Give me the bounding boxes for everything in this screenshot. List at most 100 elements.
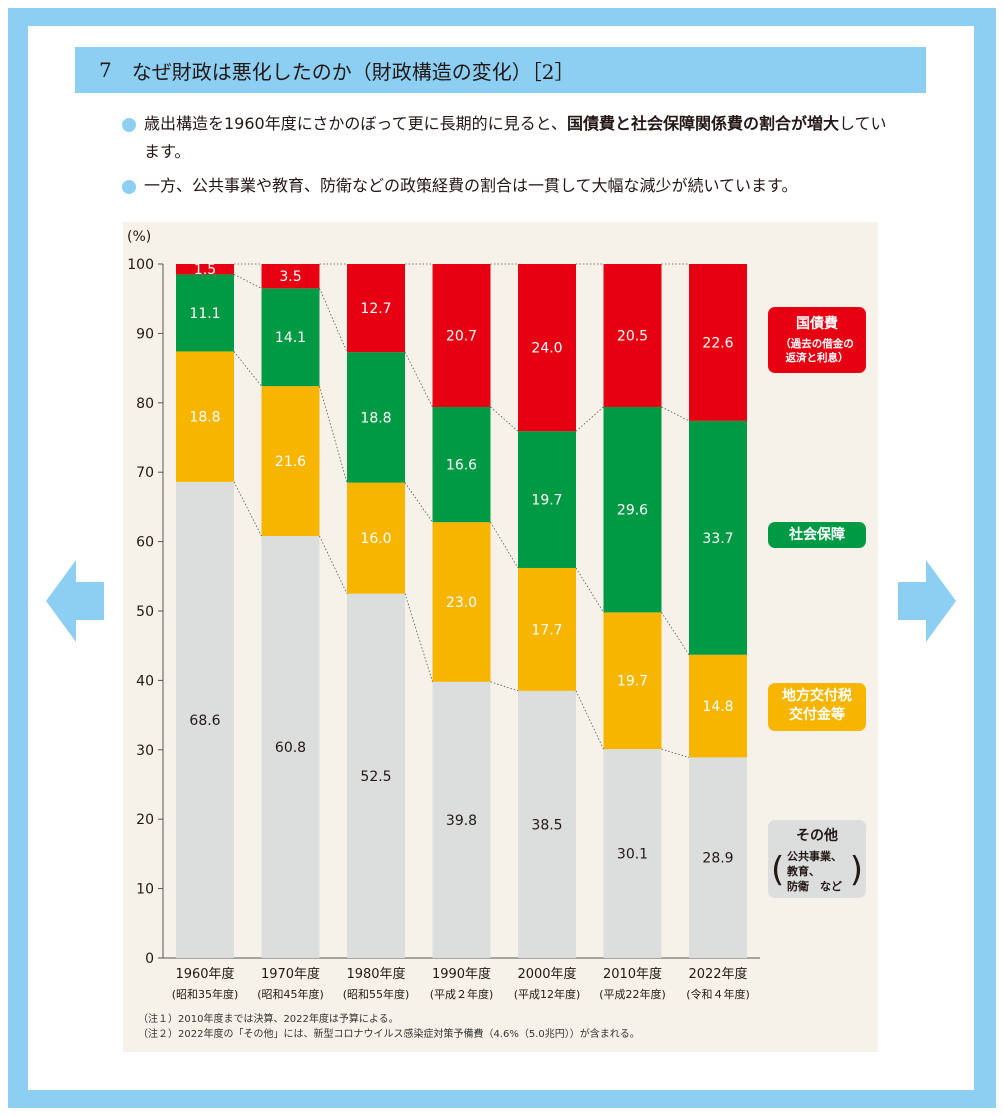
bar-segment: [261, 536, 320, 958]
title-text: なぜ財政は悪化したのか（財政構造の変化）［2］: [131, 59, 575, 84]
footnote-2: （注２）2022年度の「その他」には、新型コロナウイルス感染症対策予備費（4.6…: [138, 1029, 640, 1040]
data-label: 30.1: [617, 847, 648, 863]
bar-segment: [603, 264, 662, 407]
data-label: 29.6: [617, 503, 648, 519]
connector-line: [575, 406, 604, 432]
y-tick-label: 70: [136, 465, 154, 481]
data-label: 14.1: [275, 330, 306, 346]
bar-segment: [432, 264, 491, 407]
connector-line: [575, 690, 604, 750]
data-label: 19.7: [617, 674, 648, 690]
x-tick-label: 1990年度: [432, 966, 491, 982]
data-label: 33.7: [702, 531, 733, 547]
y-tick-label: 20: [136, 812, 154, 828]
title-number: 7: [99, 58, 112, 82]
connector-line: [319, 386, 348, 483]
connector-line: [575, 567, 604, 613]
previous-arrow-icon[interactable]: [46, 560, 104, 642]
x-tick-label: 2010年度: [603, 966, 662, 982]
data-label: 60.8: [275, 740, 306, 756]
y-axis-unit-label: (%): [127, 229, 151, 245]
x-tick-sublabel: (昭和55年度): [343, 987, 410, 1001]
bullet-text: 一方、公共事業や教育、防衛などの政策経費の割合は一貫して大幅な減少が続いています…: [144, 176, 798, 195]
bar-segment: [518, 567, 576, 691]
data-label: 18.8: [360, 410, 391, 426]
connector-line: [233, 274, 262, 289]
bullet-item: 一方、公共事業や教育、防衛などの政策経費の割合は一貫して大幅な減少が続いています…: [122, 172, 902, 200]
footnotes: （注１）2010年度までは決算、2022年度は予算による。 （注２）2022年度…: [138, 1012, 640, 1042]
bar-segment: [518, 264, 576, 432]
legend-other-sub1: 公共事業、: [787, 850, 842, 863]
bar-segment: [347, 593, 405, 958]
legend-local-line2: 交付金等: [789, 707, 845, 723]
data-label: 38.5: [531, 817, 562, 833]
page-title: 7 なぜ財政は悪化したのか（財政構造の変化）［2］: [75, 47, 926, 93]
legend-social-security: 社会保障: [768, 522, 866, 548]
next-arrow-icon[interactable]: [898, 560, 956, 642]
bar-segment: [518, 431, 576, 568]
data-label: 39.8: [446, 813, 477, 829]
x-tick-sublabel: (昭和45年度): [257, 987, 324, 1001]
connector-line: [490, 406, 519, 432]
bullet-dot-icon: [122, 180, 136, 194]
bullet-item: 歳出構造を1960年度にさかのぼって更に長期的に見ると、国債費と社会保障関係費の…: [122, 110, 902, 166]
bullet-text: しています。: [144, 114, 887, 161]
connector-line: [490, 521, 519, 569]
data-label: 14.8: [702, 699, 733, 715]
legend-debt-sub1: （過去の借金の: [780, 338, 854, 350]
y-tick-label: 80: [136, 396, 154, 412]
bar-segment: [432, 522, 491, 682]
legend-other-sub2: 教育、: [787, 865, 820, 878]
bar-segment: [347, 264, 405, 353]
bar-segment: [261, 386, 320, 537]
bar-segment: [176, 481, 234, 958]
connector-line: [661, 406, 690, 422]
data-label: 1.5: [194, 262, 216, 278]
x-tick-label: 1980年度: [346, 966, 405, 982]
legend-local-line1: 地方交付税: [782, 688, 852, 704]
summary-bullets: 歳出構造を1960年度にさかのぼって更に長期的に見ると、国債費と社会保障関係費の…: [122, 110, 902, 206]
bar-segment: [347, 482, 405, 594]
data-label: 12.7: [360, 301, 391, 317]
x-tick-sublabel: (平成12年度): [514, 987, 581, 1001]
connector-line: [661, 748, 690, 758]
data-label: 18.8: [189, 410, 220, 426]
bullet-dot-icon: [122, 118, 136, 132]
x-tick-sublabel: (昭和35年度): [172, 987, 239, 1001]
left-bracket-icon: (: [771, 850, 785, 890]
data-label: 24.0: [531, 341, 562, 357]
x-tick-sublabel: (平成22年度): [599, 987, 666, 1001]
x-tick-sublabel: (令和４年度): [686, 987, 750, 1001]
connector-line: [404, 482, 433, 523]
legend-local-allocation: 地方交付税 交付金等: [768, 683, 866, 731]
connector-line: [233, 481, 262, 537]
bar-segment: [176, 274, 234, 352]
legend-debt-sub2: 返済と利息）: [785, 352, 849, 364]
bar-segment: [689, 420, 747, 655]
connector-line: [319, 535, 348, 594]
right-bracket-icon: ): [849, 850, 863, 890]
connector-line: [404, 593, 433, 682]
data-label: 23.0: [446, 595, 477, 611]
bar-segment: [689, 654, 747, 758]
bar-segment: [432, 406, 491, 523]
bullet-text: 歳出構造を1960年度にさかのぼって更に長期的に見ると、: [144, 114, 567, 133]
bar-segment: [347, 352, 405, 483]
bar-segment: [176, 351, 234, 482]
x-tick-label: 1970年度: [261, 966, 320, 982]
y-tick-label: 0: [145, 951, 154, 967]
x-tick-label: 2022年度: [688, 966, 747, 982]
data-label: 52.5: [360, 769, 391, 785]
data-label: 68.6: [189, 713, 220, 729]
data-label: 16.0: [360, 531, 391, 547]
data-label: 11.1: [189, 306, 220, 322]
data-label: 19.7: [531, 493, 562, 509]
bar-segment: [261, 288, 320, 387]
data-label: 16.6: [446, 458, 477, 474]
y-tick-label: 60: [136, 535, 154, 551]
bar-segment: [518, 690, 576, 958]
data-label: 17.7: [531, 622, 562, 638]
data-label: 20.7: [446, 328, 477, 344]
bar-segment: [176, 264, 234, 275]
